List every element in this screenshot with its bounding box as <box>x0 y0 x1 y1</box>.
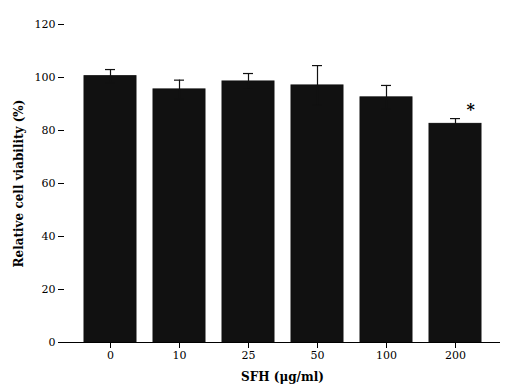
svg-text:50: 50 <box>311 349 325 362</box>
svg-text:100: 100 <box>35 71 56 84</box>
svg-text:0: 0 <box>107 349 114 362</box>
svg-text:0: 0 <box>49 336 56 349</box>
svg-text:120: 120 <box>35 18 56 31</box>
svg-text:40: 40 <box>42 230 56 243</box>
svg-text:SFH (μg/ml): SFH (μg/ml) <box>241 370 324 384</box>
svg-text:10: 10 <box>173 349 187 362</box>
svg-text:Relative cell viability (%): Relative cell viability (%) <box>12 100 26 268</box>
svg-text:*: * <box>466 100 475 119</box>
svg-text:20: 20 <box>42 283 56 296</box>
svg-text:80: 80 <box>42 124 56 137</box>
svg-text:60: 60 <box>42 177 56 190</box>
svg-text:25: 25 <box>242 349 256 362</box>
svg-text:100: 100 <box>376 349 397 362</box>
svg-text:200: 200 <box>445 349 466 362</box>
